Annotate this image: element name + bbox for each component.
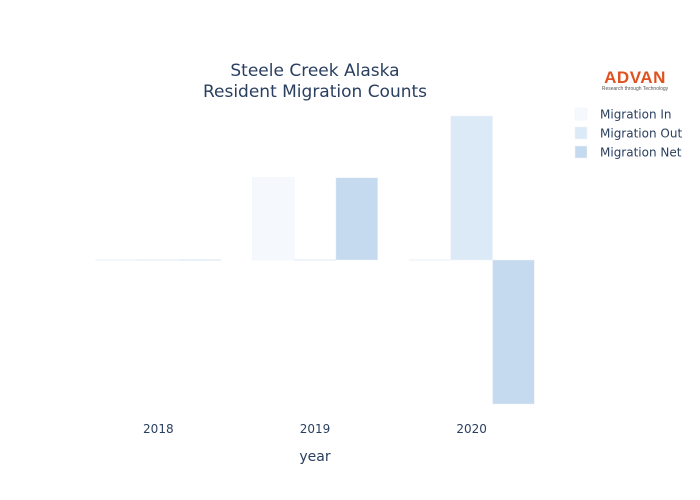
bar-migration-out-2019 [293, 259, 337, 261]
plot-area [95, 115, 535, 405]
x-tick-label-2020: 2020 [456, 422, 487, 436]
bar-migration-in-2020 [408, 259, 452, 261]
legend-swatch [574, 145, 588, 159]
chart-title-line-2: Resident Migration Counts [203, 82, 427, 102]
x-tick-label-2018: 2018 [143, 422, 174, 436]
bar-migration-in-2018 [95, 259, 138, 261]
legend-label: Migration Out [600, 127, 682, 141]
chart-title-line-1: Steele Creek Alaska [230, 61, 399, 81]
legend-swatch [574, 107, 588, 121]
legend-item-migration-out[interactable]: Migration Out [574, 126, 682, 141]
legend-label: Migration Net [600, 146, 682, 160]
advan-logo: ADVAN Research through Technology [602, 68, 669, 92]
bar-migration-in-2019 [252, 177, 295, 261]
x-axis-tick-labels: 2018 2019 2020 [143, 422, 487, 436]
bar-migration-out-2018 [137, 259, 180, 261]
advan-logo-wordmark: ADVAN [604, 68, 666, 87]
legend-swatch [574, 126, 588, 140]
legend-label: Migration In [600, 108, 672, 122]
bar-migration-net-2018 [178, 259, 222, 261]
chart-title: Steele Creek Alaska Resident Migration C… [203, 61, 427, 102]
x-tick-label-2019: 2019 [300, 422, 331, 436]
bar-migration-net-2020 [492, 259, 535, 405]
legend-item-migration-net[interactable]: Migration Net [574, 145, 682, 160]
legend: Migration In Migration Out Migration Net [574, 107, 682, 160]
bar-migration-out-2020 [450, 115, 493, 261]
advan-logo-tagline: Research through Technology [602, 86, 669, 92]
legend-item-migration-in[interactable]: Migration In [574, 107, 672, 122]
bar-migration-net-2019 [335, 177, 378, 261]
x-axis-title: year [299, 449, 330, 465]
